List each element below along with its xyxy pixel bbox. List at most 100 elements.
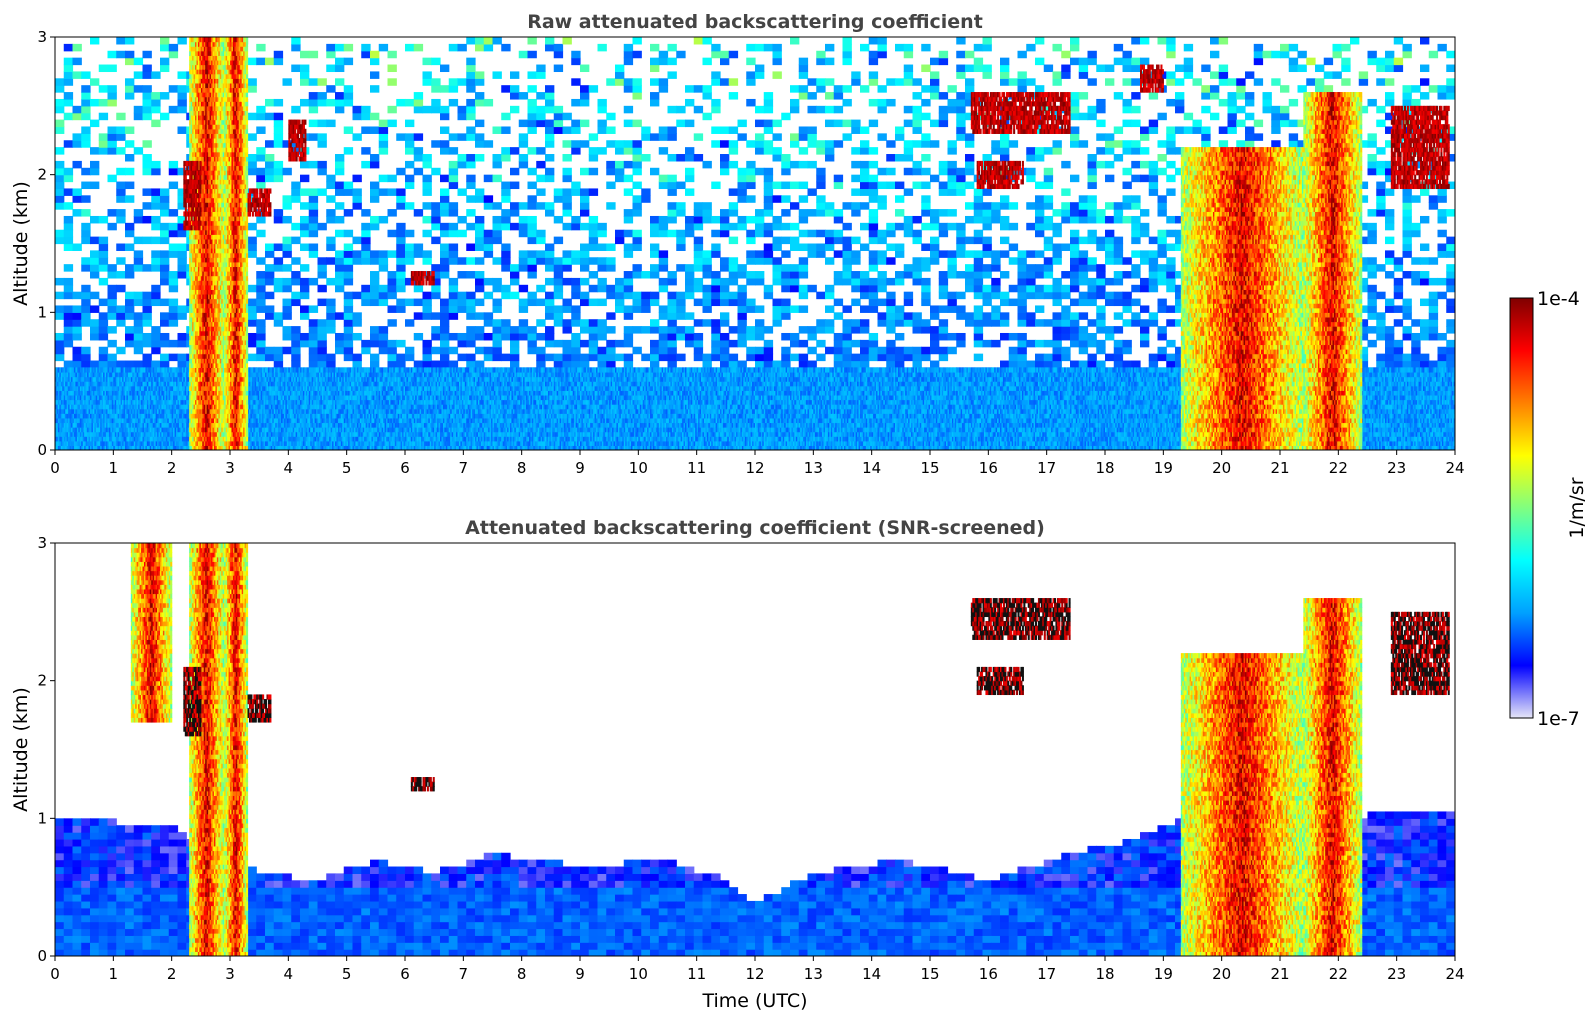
heatmap-cell (571, 339, 581, 348)
heatmap-cell (588, 284, 599, 293)
heatmap-cell (247, 298, 257, 307)
heatmap-cell (177, 126, 187, 134)
heatmap-cell (868, 195, 879, 203)
heatmap-cell (868, 37, 879, 45)
heatmap-cell (160, 236, 170, 245)
heatmap-cell (448, 250, 459, 258)
heatmap-cell (580, 243, 590, 251)
heatmap-cell (160, 222, 170, 231)
heatmap-cell (553, 264, 564, 272)
heatmap-cell (1087, 181, 1097, 190)
heatmap-cell (1288, 119, 1299, 128)
heatmap-cell (737, 119, 747, 128)
heatmap-cell (457, 298, 467, 307)
heatmap-cell (335, 332, 345, 341)
heatmap-cell (755, 319, 765, 327)
heatmap-cell (650, 64, 660, 73)
heatmap-cell (798, 305, 809, 313)
heatmap-cell (396, 243, 406, 251)
heatmap-cell (562, 319, 572, 327)
heatmap-cell (650, 78, 660, 86)
heatmap-cell (895, 195, 905, 203)
heatmap-cell (606, 264, 616, 272)
heatmap-cell (343, 277, 354, 286)
heatmap-cell (623, 174, 634, 183)
heatmap-cell (930, 209, 940, 217)
heatmap-cell (1201, 92, 1211, 100)
heatmap-cell (1078, 215, 1089, 224)
heatmap-cell (282, 277, 292, 286)
heatmap-cell (650, 271, 660, 279)
heatmap-cell (1008, 78, 1019, 86)
heatmap-cell (370, 271, 380, 279)
heatmap-cell (317, 140, 327, 148)
heatmap-cell (597, 326, 607, 334)
heatmap-cell (667, 271, 677, 279)
heatmap-cell (133, 319, 144, 327)
heatmap-cell (632, 195, 642, 203)
heatmap-cell (545, 326, 555, 334)
heatmap-cell (125, 154, 135, 162)
heatmap-cell (518, 154, 529, 162)
heatmap-cell (921, 85, 931, 93)
heatmap-cell (63, 284, 74, 293)
heatmap-cell (448, 298, 459, 307)
heatmap-cell (1105, 326, 1115, 334)
heatmap-cell (781, 360, 791, 368)
heatmap-cell (247, 154, 257, 162)
heatmap-cell (606, 243, 616, 251)
heatmap-cell (55, 229, 65, 238)
heatmap-cell (247, 339, 257, 348)
heatmap-raw (55, 37, 1455, 450)
heatmap-cell (466, 353, 476, 362)
heatmap-cell (545, 305, 555, 313)
heatmap-cell (1183, 126, 1194, 134)
heatmap-cell (396, 339, 406, 348)
heatmap-cell (291, 181, 301, 190)
heatmap-cell (825, 319, 835, 327)
heatmap-cell (868, 346, 879, 355)
heatmap-cell (650, 92, 660, 100)
heatmap-cell (90, 147, 100, 155)
heatmap-cell (930, 243, 940, 251)
heatmap-cell (492, 126, 502, 134)
heatmap-cell (510, 353, 520, 362)
heatmap-cell (1175, 92, 1185, 100)
heatmap-cell (370, 277, 380, 286)
heatmap-cell (702, 284, 712, 293)
heatmap-cell (448, 202, 459, 210)
heatmap-cell (1131, 250, 1141, 258)
heatmap-cell (895, 126, 905, 134)
heatmap-cell (860, 353, 870, 362)
heatmap-cell (448, 78, 459, 86)
heatmap-cell (571, 332, 581, 341)
heatmap-cell (116, 147, 126, 155)
heatmap-cell (720, 360, 730, 368)
heatmap-cell (580, 319, 590, 327)
heatmap-cell (903, 298, 914, 307)
heatmap-cell (387, 319, 397, 327)
heatmap-cell (772, 154, 782, 162)
heatmap-cell (877, 312, 887, 320)
heatmap-cell (282, 236, 292, 245)
heatmap-cell (308, 202, 319, 210)
heatmap-cell (921, 284, 931, 293)
heatmap-cell (518, 140, 529, 148)
heatmap-cell (1070, 284, 1080, 293)
heatmap-cell (912, 264, 922, 272)
heatmap-cell (343, 181, 354, 190)
heatmap-cell (903, 346, 914, 355)
heatmap-cell (466, 181, 476, 190)
heatmap-cell (667, 209, 677, 217)
heatmap-cell (728, 147, 739, 155)
heatmap-cell (553, 188, 564, 196)
heatmap-cell (1166, 229, 1176, 238)
heatmap-cell (1078, 346, 1089, 355)
heatmap-cell (781, 181, 791, 190)
heatmap-cell (527, 195, 537, 203)
heatmap-cell (501, 209, 511, 217)
heatmap-cell (667, 298, 677, 307)
heatmap-cell (483, 332, 494, 341)
heatmap-cell (343, 209, 354, 217)
heatmap-cell (492, 215, 502, 224)
